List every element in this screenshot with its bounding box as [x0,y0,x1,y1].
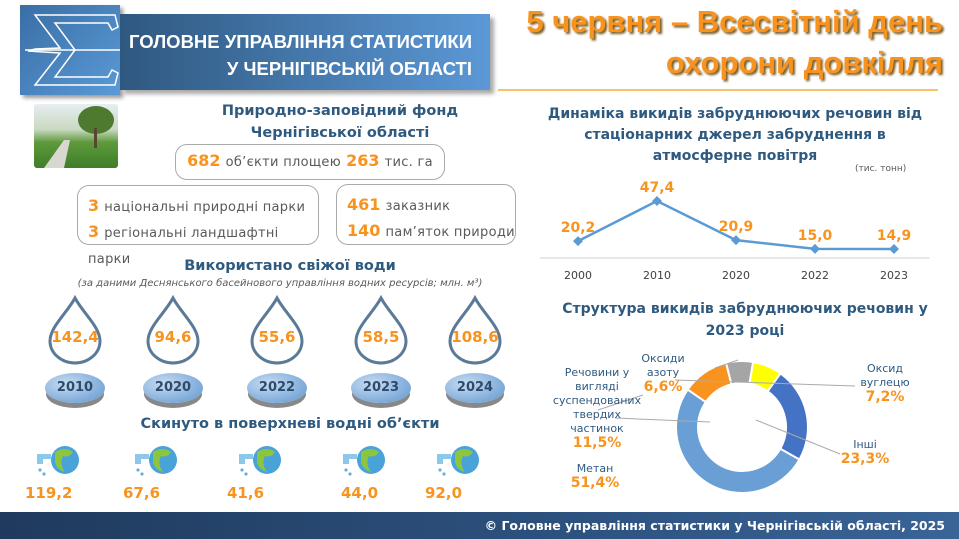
reserve-title-line2: Чернігівської області [250,125,430,141]
data-label: 14,9 [877,228,912,244]
data-point [731,235,741,246]
national-parks: 3 національні природні парки [88,196,306,215]
line-chart-title: Динаміка викидів забруднюючих речовин ві… [547,106,923,164]
data-label: 47,4 [640,180,675,196]
water-used-value: 94,6 [154,328,192,346]
discharge-title: Скинуто в поверхневі водні об’єкти [140,416,440,432]
reserve-total-box: 682 об’єкти площею 263 тис. га [175,144,445,180]
tap-earth-icon [239,446,281,476]
org-name-line2: У ЧЕРНІГІВСЬКІЙ ОБЛАСТІ [226,58,472,79]
org-banner: ГОЛОВНЕ УПРАВЛІННЯ СТАТИСТИКИ У ЧЕРНІГІВ… [120,14,490,90]
data-point [810,243,820,254]
sigma-logo-icon [25,14,120,86]
area-value: 263 [346,151,380,170]
reserve-title-line1: Природно-заповідний фонд [221,103,459,119]
area-label: тис. га [384,155,433,170]
tree-icon [44,106,114,168]
tap-earth-icon [135,446,177,476]
donut-chart-title: Структура викидів забруднюючих речовин у… [562,301,928,339]
discharge-value: 44,0 [341,484,379,502]
water-title: Використано свіжої води [184,258,396,274]
data-label: 20,9 [719,219,754,235]
page-title-line2: охорони довкілля [665,45,943,80]
discharge-value: 119,2 [25,484,73,502]
water-drop-icon [146,295,200,365]
x-tick-label: 2023 [880,269,908,282]
water-used-value: 55,6 [258,328,296,346]
data-point [573,236,583,247]
donut-slice [674,388,801,494]
parks-box: 3 національні природні парки 3 регіональ… [77,185,319,267]
tap-earth-icon [37,446,79,476]
water-used-value: 142,4 [51,328,99,346]
leader-line [614,417,711,423]
water-drop-icon [250,295,304,365]
slice-label-other: Інші 23,3% [840,438,890,467]
x-tick-label: 2010 [643,269,671,282]
water-used-value: 58,5 [362,328,400,346]
water-subtitle: (за даними Деснянського басейнового упра… [77,278,483,289]
monuments-count: 140 пам’яток природи [347,221,515,240]
x-tick-label: 2020 [722,269,750,282]
leader-line [755,419,841,455]
reserves-box: 461 заказник 140 пам’яток природи [336,184,516,245]
nature-book-image [34,104,118,168]
x-tick-label: 2000 [564,269,592,282]
footer: © Головне управління статистики у Черніг… [0,512,959,539]
donut-slice [766,371,809,461]
data-point [652,195,662,206]
donut-slice [686,361,733,404]
line-chart-unit: (тис. тонн) [855,164,907,174]
objects-label: об’єкти площею [225,155,341,170]
leader-line [714,359,739,369]
data-point [889,244,899,254]
donut-chart [597,359,856,494]
slice-label-particulates: Речовини у вигляді суспендованих твердих… [552,366,642,451]
discharge-value: 41,6 [227,484,265,502]
year-badge: 2010 [45,373,105,403]
leader-line [597,394,644,411]
title-underline [498,89,938,91]
x-tick-label: 2022 [801,269,829,282]
year-badge: 2022 [247,373,307,403]
slice-label-nitrogen: Оксиди азоту 6,6% [641,352,685,395]
water-drop-icon [448,295,502,365]
year-badge: 2024 [445,373,505,403]
zakaznyk-count: 461 заказник [347,195,451,214]
line-chart: 20,2 2000 47,4 2010 20,9 2020 15,0 2022 14,9 2023 [540,180,930,282]
page-title-line1: 5 червня – Всесвітній день [526,4,943,39]
leader-line [674,379,856,387]
slice-label-co: Оксид вуглецю 7,2% [860,362,910,405]
objects-count: 682 [187,151,221,170]
org-name-line1: ГОЛОВНЕ УПРАВЛІННЯ СТАТИСТИКИ [129,31,472,52]
discharge-value: 67,6 [123,484,161,502]
year-badge: 2020 [143,373,203,403]
tap-earth-icon [343,446,385,476]
logo [20,5,120,95]
data-label: 15,0 [798,228,833,244]
discharge-value: 92,0 [425,484,463,502]
tap-earth-icon [437,446,479,476]
slice-label-methane: Метан 51,4% [570,462,620,491]
regional-parks: 3 регіональні ландшафтні парки [88,222,279,267]
water-drop-icon [48,295,102,365]
year-badge: 2023 [351,373,411,403]
water-used-value: 108,6 [451,328,499,346]
water-drop-icon [354,295,408,365]
data-label: 20,2 [561,220,596,236]
